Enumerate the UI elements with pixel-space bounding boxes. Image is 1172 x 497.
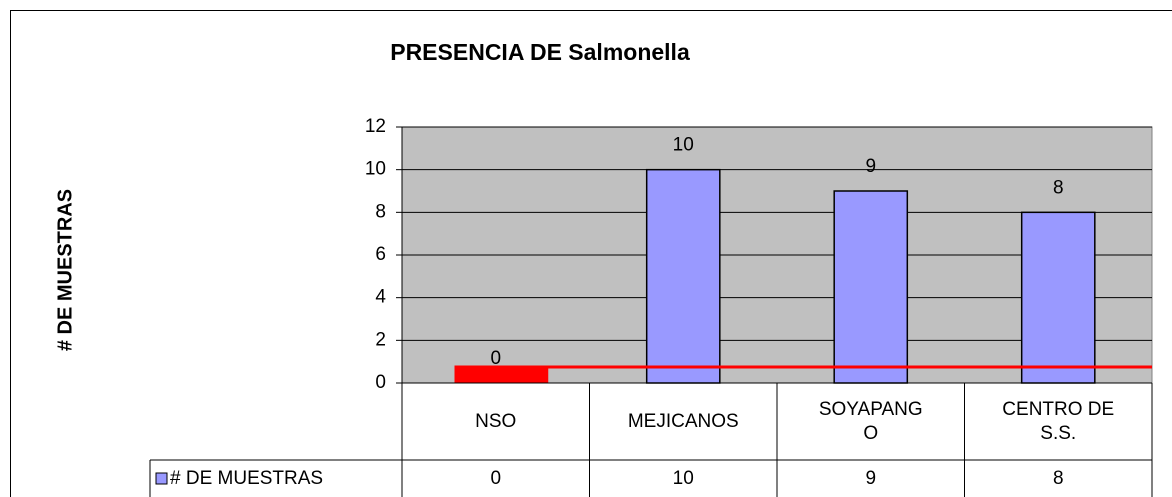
y-tick-label: 4 [375, 287, 386, 308]
bar [1020, 211, 1096, 384]
category-cell: NSO [475, 410, 517, 432]
category-cell: MEJICANOS [627, 410, 739, 432]
category-cell: CENTRO DE S.S. [1002, 398, 1115, 444]
bar [645, 168, 721, 384]
y-tick-label: 8 [375, 201, 386, 222]
data-label: 10 [673, 135, 694, 156]
y-tick-label: 6 [375, 244, 386, 265]
y-tick-label: 0 [375, 372, 386, 393]
value-cell: 8 [1052, 467, 1064, 489]
value-cell: 9 [865, 467, 877, 489]
data-label: 0 [490, 348, 501, 369]
category-cell: SOYAPANG O [818, 398, 923, 444]
data-label: 8 [1053, 177, 1064, 198]
y-tick-label: 10 [365, 159, 386, 180]
reference-block [454, 367, 549, 383]
value-cell: 0 [490, 467, 502, 489]
y-tick-label: 12 [365, 116, 386, 137]
legend-swatch [155, 472, 168, 485]
y-tick-label: 2 [375, 329, 386, 350]
bar [833, 190, 909, 384]
value-cell: 10 [672, 467, 694, 489]
data-label: 9 [865, 156, 876, 177]
y-axis-title: # DE MUESTRAS [54, 189, 76, 351]
chart-title: PRESENCIA DE Salmonella [390, 39, 690, 65]
legend-label: # DE MUESTRAS [170, 467, 324, 489]
